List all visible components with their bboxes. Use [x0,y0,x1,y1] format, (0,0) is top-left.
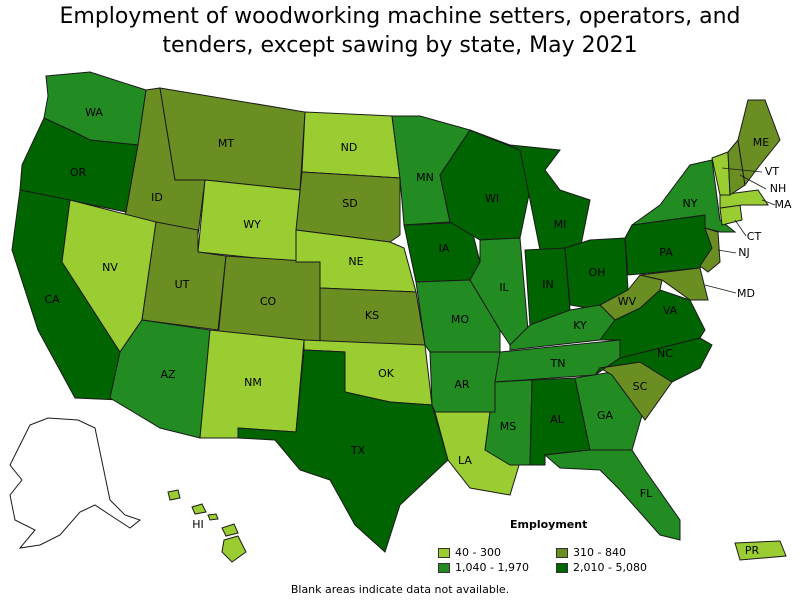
label-LA: LA [458,454,472,467]
state-AK[interactable] [9,417,142,549]
state-IL[interactable] [469,237,529,346]
legend-swatch [438,547,450,558]
label-MN: MN [416,171,434,184]
state-FL[interactable] [543,449,681,541]
state-labels: WA OR CA ID NV MT WY UT AZ CO NM ND SD N… [44,106,792,557]
state-PR[interactable] [734,540,787,561]
label-OK: OK [378,367,395,380]
legend-label: 2,010 - 5,080 [573,561,647,574]
label-NC: NC [657,347,673,360]
legend-item-bin-3: 1,040 - 1,970 [438,561,529,574]
legend-swatch [556,547,568,558]
data-availability-note: Blank areas indicate data not available. [290,583,510,596]
legend-item-bin-1: 40 - 300 [438,546,501,559]
state-MI[interactable] [469,129,591,251]
legend-label: 40 - 300 [455,546,501,559]
state-HI[interactable] [167,489,247,563]
legend-swatch [438,562,450,573]
legend: Employment 40 - 300 310 - 840 1,040 - 1,… [438,518,678,578]
label-SC: SC [633,380,648,393]
label-WY: WY [243,218,261,231]
label-KY: KY [573,319,587,332]
state-SD[interactable] [295,171,401,243]
label-UT: UT [175,278,190,291]
label-SD: SD [342,197,357,210]
legend-title: Employment [510,518,588,531]
state-WV[interactable] [599,274,663,321]
label-AL: AL [550,413,565,426]
label-OH: OH [589,266,606,279]
label-ID: ID [151,191,163,204]
label-KS: KS [365,309,379,322]
label-WI: WI [485,192,499,205]
label-CT: CT [747,230,762,243]
label-MT: MT [218,137,234,150]
legend-label: 1,040 - 1,970 [455,561,529,574]
label-WV: WV [618,295,637,308]
label-MI: MI [554,218,567,231]
state-MD[interactable] [639,267,709,301]
label-IN: IN [542,278,553,291]
legend-label: 310 - 840 [573,546,626,559]
label-CA: CA [44,293,60,306]
label-TN: TN [550,357,566,370]
label-PA: PA [659,246,673,259]
label-NJ: NJ [738,246,749,259]
label-IL: IL [499,281,509,294]
label-OR: OR [70,166,87,179]
map-title-line-1: Employment of woodworking machine setter… [59,4,741,29]
label-NV: NV [102,261,118,274]
label-VT: VT [765,165,780,178]
label-TX: TX [350,444,366,457]
label-VA: VA [663,304,678,317]
state-TX[interactable] [237,349,449,553]
label-ME: ME [753,136,769,149]
label-FL: FL [640,487,653,500]
label-NM: NM [244,376,262,389]
state-NJ[interactable] [699,227,721,273]
label-AZ: AZ [160,368,176,381]
state-NY[interactable] [631,159,737,233]
legend-item-bin-2: 310 - 840 [556,546,626,559]
label-leader-lines [704,167,776,294]
label-HI: HI [192,518,204,531]
label-ND: ND [341,141,358,154]
label-MO: MO [451,313,469,326]
label-AR: AR [454,378,470,391]
map-title: Employment of woodworking machine setter… [0,2,800,60]
label-CO: CO [260,295,277,308]
label-MA: MA [774,198,791,211]
label-NY: NY [683,197,698,210]
label-MD: MD [737,287,755,300]
label-NE: NE [348,255,363,268]
state-MA[interactable] [719,189,769,209]
label-MS: MS [500,420,516,433]
legend-item-bin-4: 2,010 - 5,080 [556,561,647,574]
state-ME[interactable] [737,99,781,187]
legend-swatch [556,562,568,573]
label-GA: GA [597,409,614,422]
label-NH: NH [770,182,787,195]
label-WA: WA [85,106,103,119]
label-PR: PR [745,544,760,557]
map-title-line-2: tenders, except sawing by state, May 202… [162,33,638,58]
label-IA: IA [439,242,450,255]
